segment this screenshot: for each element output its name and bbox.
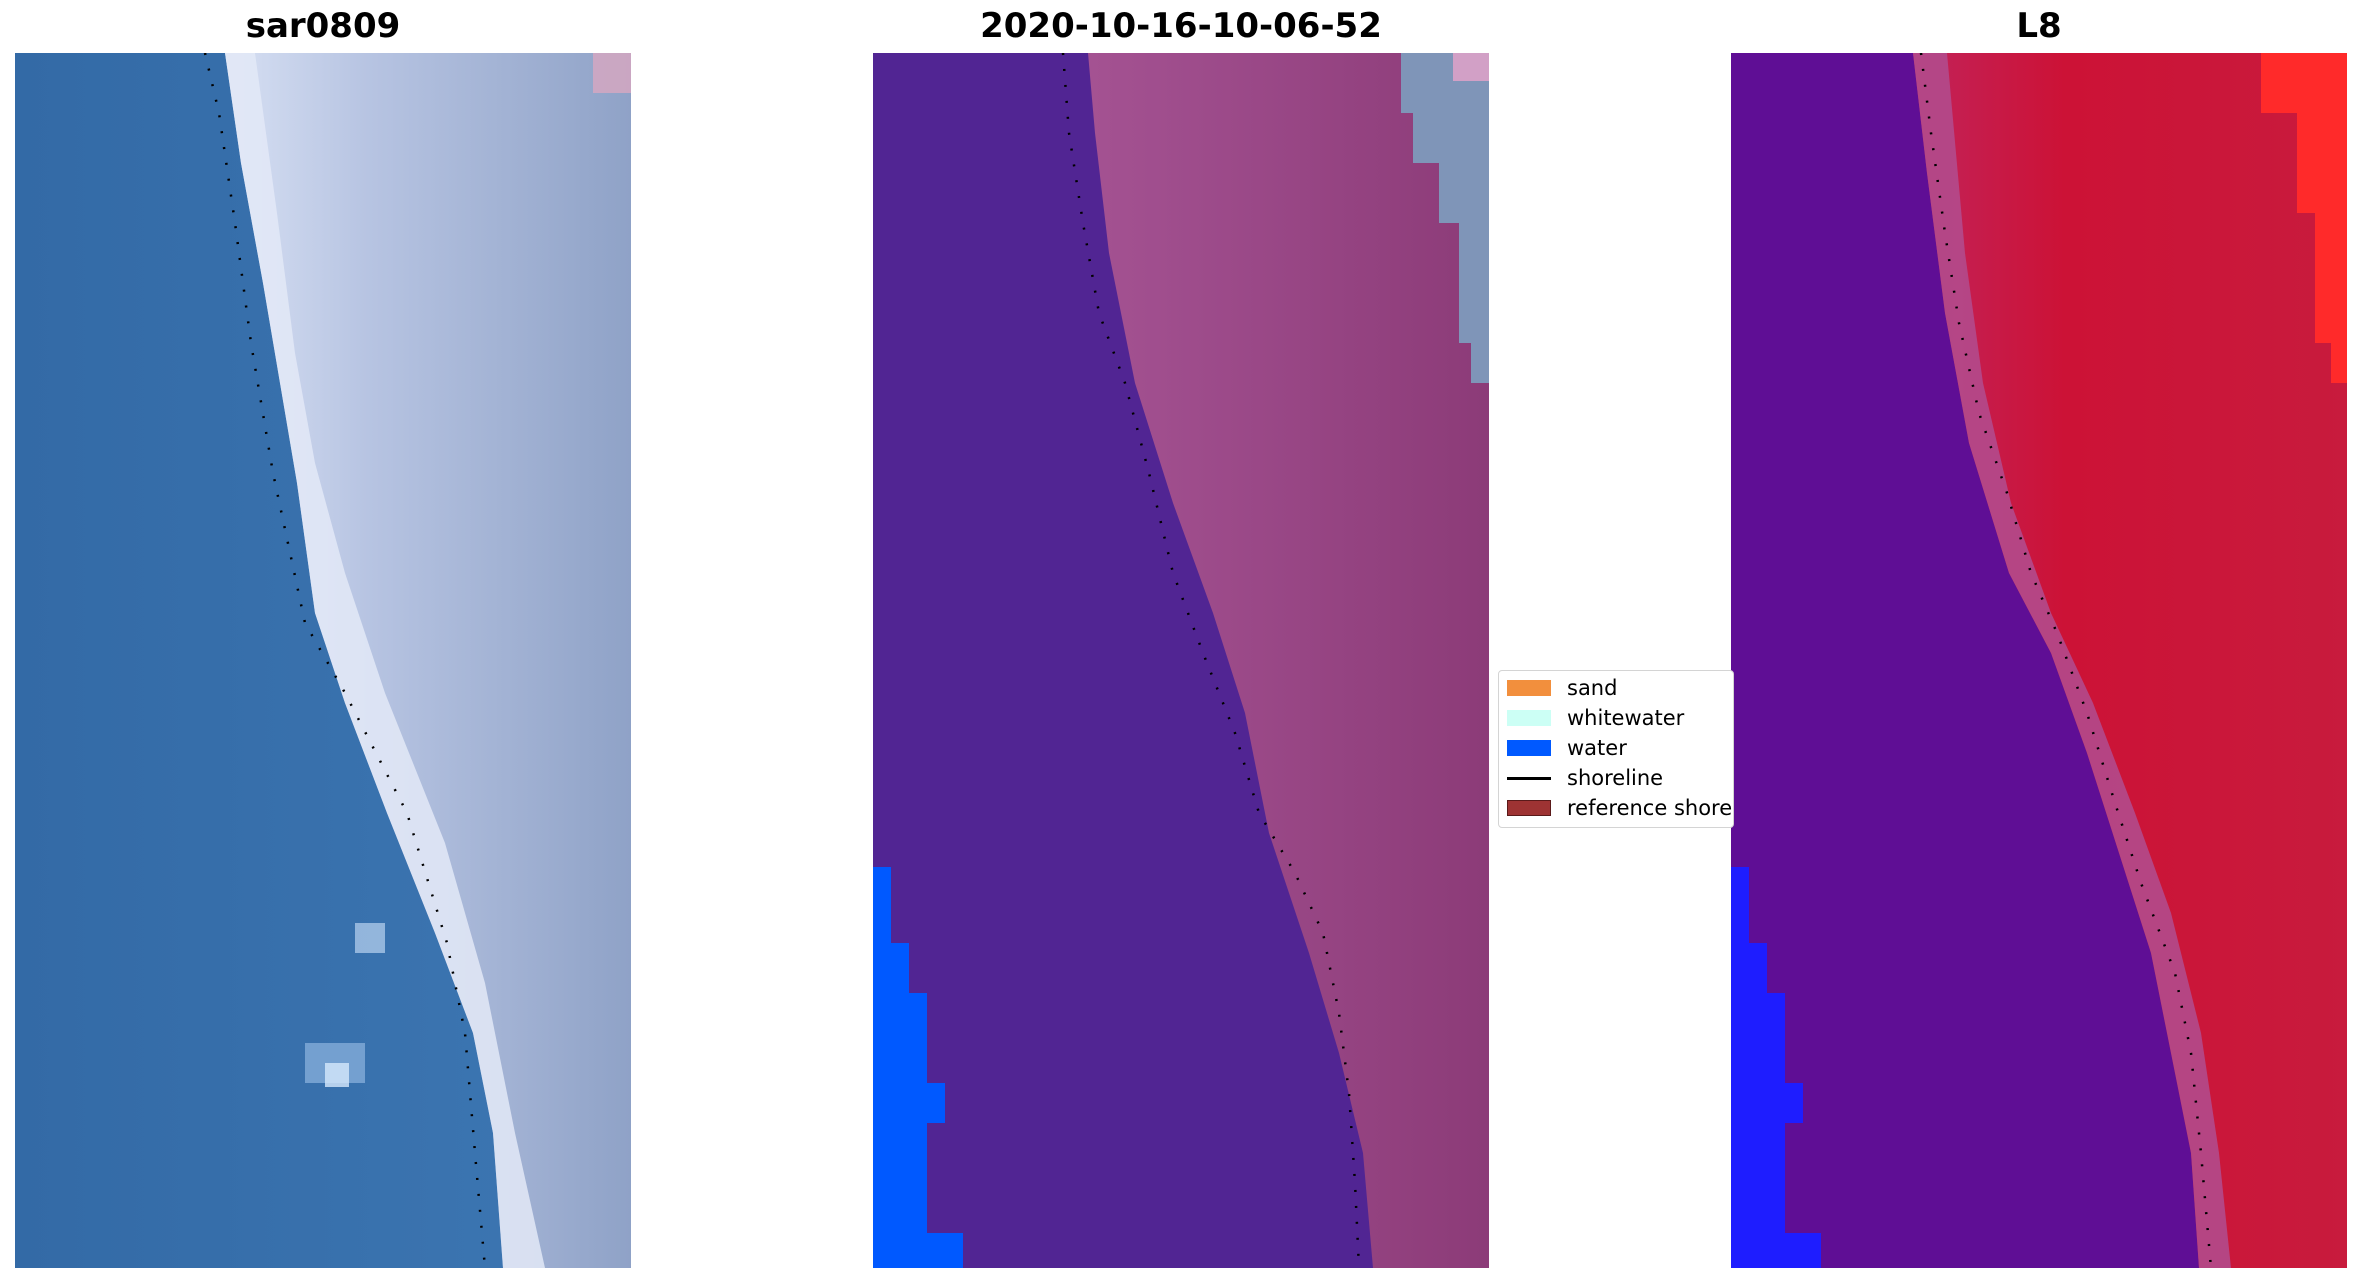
- legend-item-water: water: [1507, 735, 1627, 761]
- sand-swatch: [1507, 680, 1551, 696]
- classified-image: [873, 53, 1489, 1268]
- legend-item-reference-shoreline: reference shoreline: [1507, 795, 1733, 821]
- legend-item-whitewater: whitewater: [1507, 705, 1684, 731]
- legend-label-whitewater: whitewater: [1567, 706, 1685, 730]
- landsat-image: [1731, 53, 2347, 1268]
- rgb-image: [15, 53, 631, 1268]
- legend-label-reference-shoreline: reference shoreline: [1567, 796, 1733, 820]
- panel-title-middle: 2020-10-16-10-06-52: [980, 6, 1382, 46]
- legend: sand whitewater water shoreline referenc…: [1498, 670, 1734, 828]
- legend-label-shoreline: shoreline: [1567, 766, 1664, 790]
- water-swatch: [1507, 740, 1551, 756]
- legend-label-water: water: [1567, 736, 1627, 760]
- whitewater-swatch: [1507, 710, 1551, 726]
- legend-item-sand: sand: [1507, 675, 1617, 701]
- legend-label-sand: sand: [1567, 676, 1618, 700]
- panel-title-right: L8: [2016, 6, 2062, 46]
- landsat-image-panel: [1731, 53, 2347, 1268]
- reference-shoreline-swatch: [1507, 800, 1551, 816]
- legend-item-shoreline: shoreline: [1507, 765, 1663, 791]
- shoreline-line-swatch: [1507, 770, 1551, 786]
- classified-image-panel: [873, 53, 1489, 1268]
- rgb-image-panel: [15, 53, 631, 1268]
- panel-title-left: sar0809: [245, 6, 401, 46]
